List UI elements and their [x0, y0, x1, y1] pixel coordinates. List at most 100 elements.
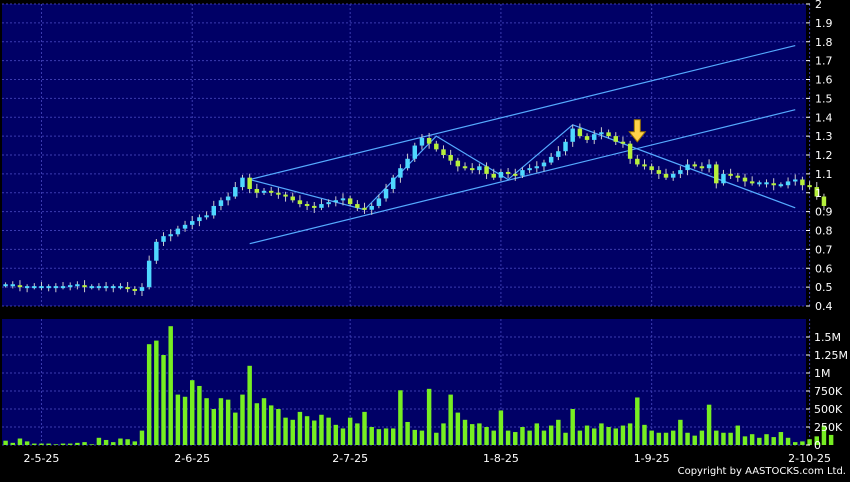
- price-grid: [2, 3, 811, 307]
- volume-bar: [297, 411, 303, 445]
- candle-body: [268, 190, 274, 193]
- volume-bar: [283, 417, 288, 445]
- candle-body: [17, 285, 23, 288]
- candle-body: [649, 166, 654, 171]
- volume-bar: [706, 404, 712, 445]
- candle-body: [563, 141, 568, 152]
- candle-body: [211, 205, 216, 216]
- volume-bar: [613, 428, 618, 445]
- price-tick-label: 1.1: [815, 168, 833, 181]
- volume-bar: [204, 398, 209, 445]
- volume-bar: [17, 438, 23, 445]
- volume-bar: [405, 421, 410, 445]
- volume-bar: [125, 439, 130, 445]
- candle-body: [778, 184, 784, 187]
- candle-body: [405, 158, 410, 169]
- volume-bar: [714, 430, 719, 445]
- volume-bar: [627, 423, 633, 445]
- candle-body: [355, 204, 360, 208]
- candle-body: [599, 132, 604, 135]
- candle-body: [182, 224, 188, 229]
- candle-body: [254, 188, 260, 193]
- volume-bar: [592, 428, 597, 445]
- volume-bar: [721, 432, 726, 445]
- volume-bar: [39, 443, 44, 445]
- price-tick-label: 0.8: [815, 225, 833, 238]
- volume-axis-labels: 1.5M 1.25M 1M 750K 500K 250K 0: [806, 331, 848, 452]
- candle-body: [699, 166, 705, 169]
- candle-body: [175, 228, 181, 235]
- volume-bar: [642, 424, 647, 445]
- volume-bar: [161, 355, 166, 445]
- x-axis-labels: 2-5-25 2-6-25 2-7-25 1-8-25 1-9-25 2-10-25: [24, 452, 832, 465]
- volume-bar: [455, 412, 461, 445]
- candle-body: [125, 287, 130, 290]
- candle-body: [814, 187, 819, 197]
- volume-bar: [563, 432, 568, 445]
- candle-body: [247, 177, 252, 189]
- candle-body: [556, 151, 561, 157]
- candle-body: [53, 286, 59, 289]
- volume-bar: [462, 419, 468, 445]
- price-tick-label: 0.9: [815, 206, 833, 219]
- volume-bar: [728, 432, 733, 445]
- volume-bar: [218, 398, 224, 445]
- volume-bar: [247, 365, 252, 445]
- price-tick-label: 1.4: [815, 111, 833, 124]
- price-tick-label: 1.5: [815, 92, 833, 105]
- volume-bar: [469, 424, 475, 445]
- candle-body: [146, 260, 152, 288]
- candle-body: [800, 179, 805, 186]
- volume-bar: [383, 428, 389, 445]
- candle-body: [721, 173, 726, 184]
- volume-tick-label: 250K: [814, 421, 843, 434]
- candle-body: [527, 168, 532, 171]
- candle-body: [426, 138, 432, 144]
- volume-bar: [268, 405, 274, 445]
- volume-bar: [800, 441, 805, 445]
- candle-body: [613, 136, 618, 142]
- volume-bar: [10, 442, 15, 445]
- candle-body: [233, 187, 238, 197]
- volume-bar: [556, 419, 561, 445]
- candle-body: [757, 182, 762, 185]
- volume-bar: [498, 410, 504, 445]
- volume-bar: [548, 425, 554, 445]
- volume-bar: [570, 409, 575, 445]
- candle-body: [656, 170, 662, 174]
- candle-body: [635, 158, 640, 165]
- volume-bar: [699, 430, 705, 445]
- candle-body: [218, 200, 224, 206]
- volume-panel: [2, 319, 806, 445]
- volume-bar: [118, 438, 123, 445]
- candle-body: [326, 202, 331, 205]
- price-tick-label: 1.8: [815, 36, 833, 49]
- volume-tick-label: 500K: [814, 403, 843, 416]
- volume-bar: [426, 388, 432, 445]
- candle-body: [764, 182, 769, 185]
- candle-body: [383, 188, 389, 199]
- candle-body: [663, 173, 669, 178]
- candle-body: [455, 160, 461, 167]
- trend-line: [249, 44, 796, 181]
- candle-body: [441, 149, 446, 155]
- candle-body: [548, 156, 554, 163]
- candle-body: [620, 141, 626, 144]
- candle-body: [728, 173, 733, 176]
- price-tick-label: 0.5: [815, 281, 833, 294]
- volume-bar: [24, 441, 30, 445]
- volume-bar: [771, 437, 776, 445]
- x-tick-label: 2-7-25: [332, 452, 368, 465]
- volume-bar: [376, 429, 382, 445]
- candle-body: [749, 181, 755, 184]
- volume-bar: [749, 434, 755, 445]
- candle-body: [283, 194, 288, 197]
- candle-body: [570, 128, 575, 142]
- volume-bar: [635, 397, 640, 445]
- price-axis-labels: 2 1.9 1.8 1.7 1.6 1.5 1.4 1.3 1.2 1.1 1 0.9 0.8 0.7 0.…: [806, 0, 833, 313]
- volume-bar: [441, 423, 446, 445]
- candle-body: [312, 205, 317, 208]
- candle-body: [139, 287, 145, 291]
- candle-body: [534, 166, 540, 169]
